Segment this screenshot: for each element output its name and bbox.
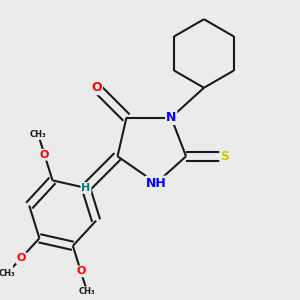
Text: CH₃: CH₃ <box>30 130 46 140</box>
Text: O: O <box>76 266 86 276</box>
Text: CH₃: CH₃ <box>79 287 95 296</box>
Text: O: O <box>16 253 26 263</box>
Text: O: O <box>40 150 49 160</box>
Text: CH₃: CH₃ <box>0 269 15 278</box>
Text: H: H <box>81 183 91 193</box>
Text: O: O <box>91 81 102 94</box>
Text: NH: NH <box>146 177 166 190</box>
Text: N: N <box>166 111 176 124</box>
Text: S: S <box>220 150 229 163</box>
